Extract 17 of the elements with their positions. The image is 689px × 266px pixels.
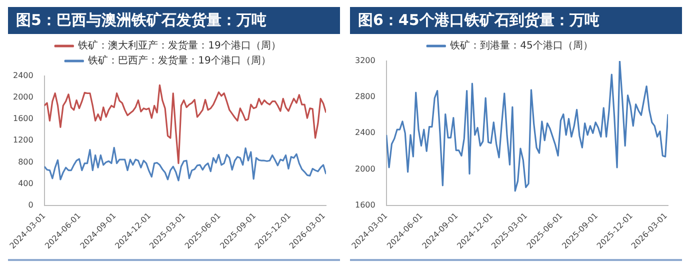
y-tick-label: 3200 [355, 56, 376, 66]
legend-label: 铁矿：到港量：45个港口（周） [449, 40, 593, 52]
y-tick-label: 1600 [355, 200, 376, 210]
legend-label: 铁矿：澳大利亚产：发货量：19个港口（周） [77, 40, 281, 52]
y-tick-label: 800 [18, 157, 34, 166]
chart-title: 图6：45个港口铁矿石到货量：万吨 [350, 7, 682, 34]
y-tick-label: 0 [28, 200, 34, 210]
y-tick-label: 2000 [355, 164, 376, 174]
legend-label: 铁矿：巴西产：发货量：19个港口（周） [87, 54, 271, 67]
y-tick-label: 2400 [13, 71, 34, 80]
y-tick-label: 2400 [355, 128, 376, 138]
y-tick-label: 1600 [13, 114, 34, 124]
y-tick-label: 2000 [13, 92, 34, 102]
y-tick-label: 2800 [355, 92, 376, 102]
chart-title: 图5：巴西与澳洲铁矿石发货量：万吨 [8, 7, 340, 34]
y-tick-label: 400 [18, 178, 34, 188]
y-tick-label: 1200 [13, 136, 34, 145]
